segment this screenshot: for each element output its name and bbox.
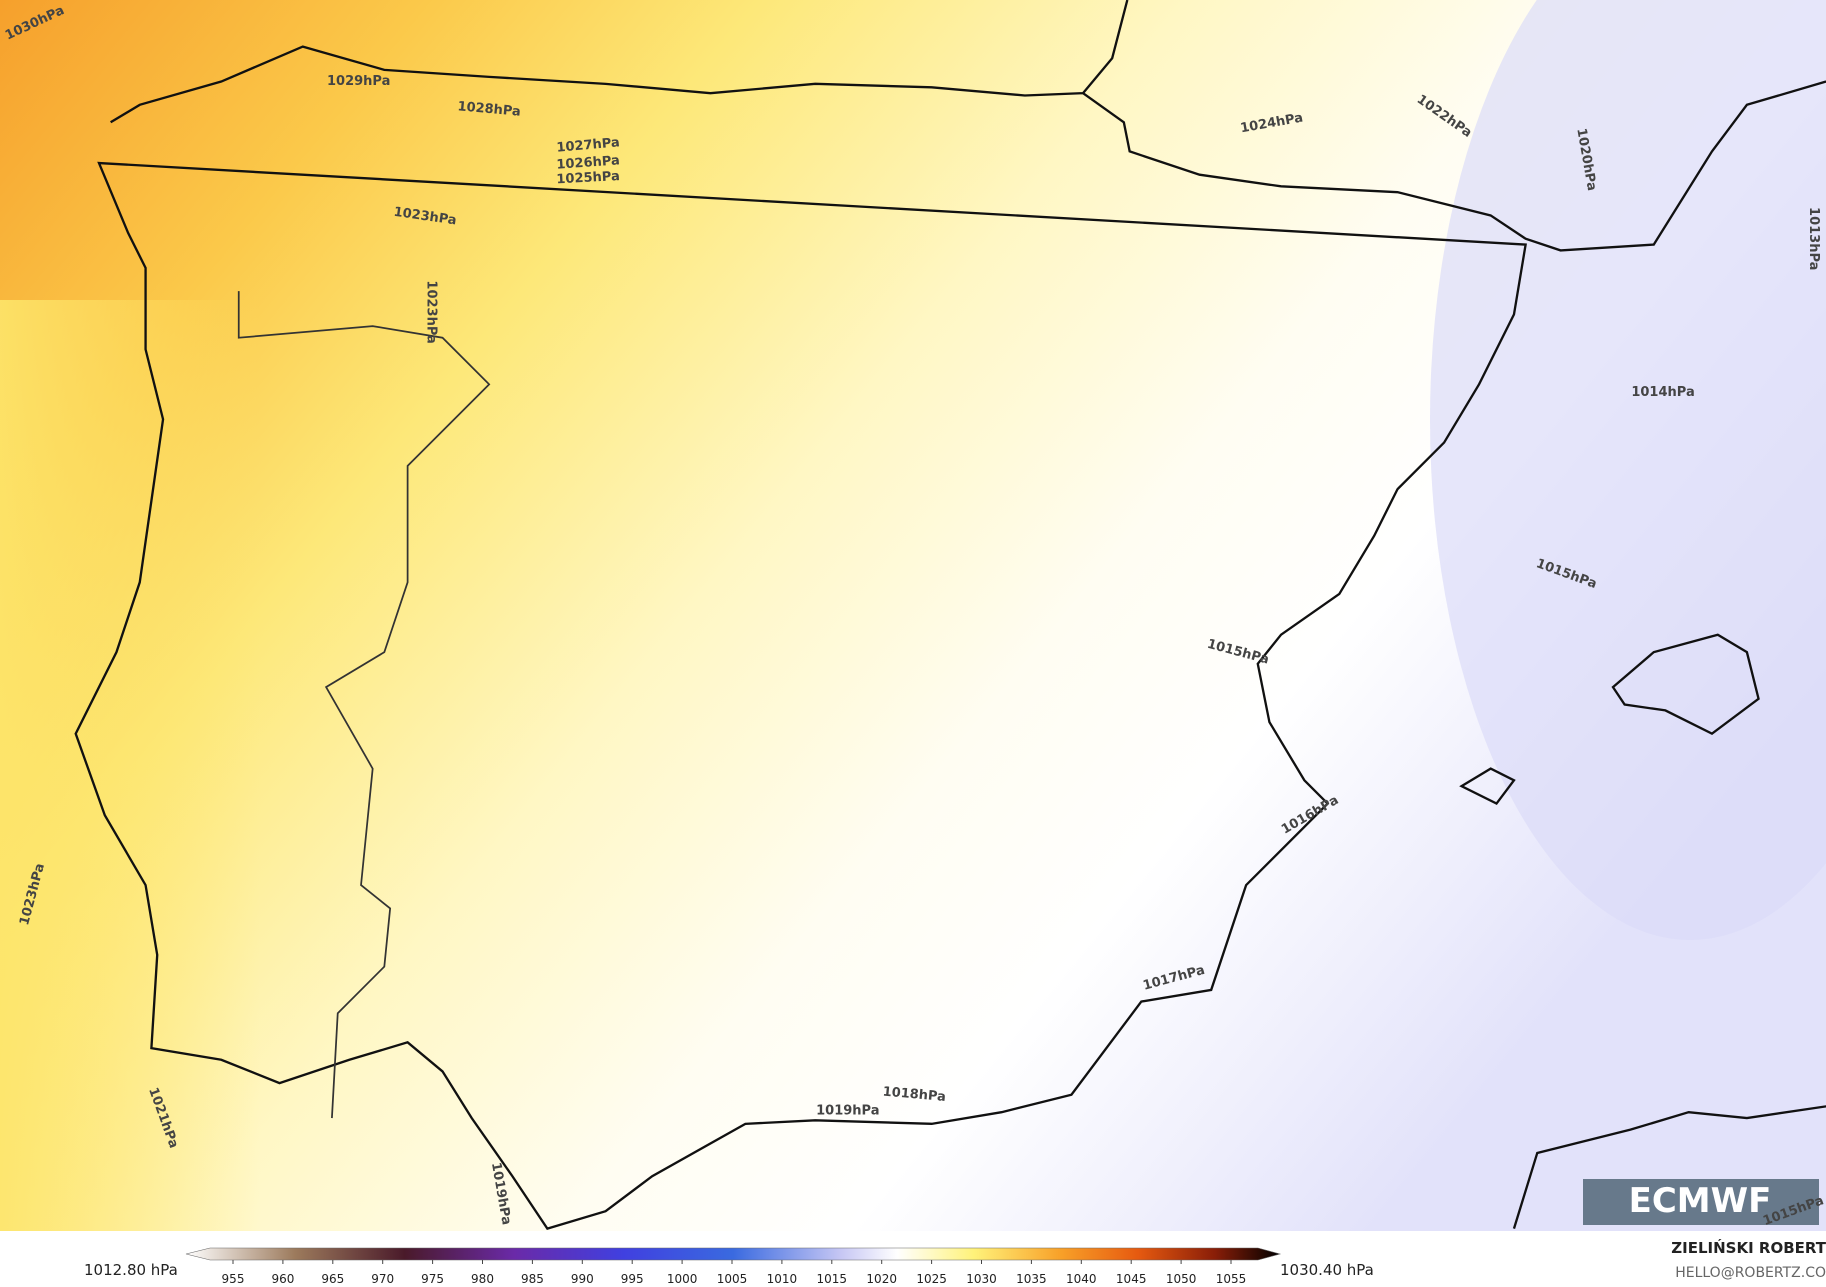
colorbar xyxy=(185,1247,1282,1261)
isobar-label: 1013hPa xyxy=(1806,207,1821,270)
colorbar-min: 1012.80 hPa xyxy=(84,1261,178,1279)
isobar-label: 1029hPa xyxy=(327,74,390,89)
colorbar-tick-label: 1035 xyxy=(1016,1272,1047,1286)
isobar-label: 1027hPa xyxy=(556,135,620,155)
colorbar-tick-label: 955 xyxy=(222,1272,245,1286)
colorbar-tick-label: 1040 xyxy=(1066,1272,1097,1286)
colorbar-tick-label: 980 xyxy=(471,1272,494,1286)
isobar-label: 1026hPa xyxy=(556,153,620,172)
logo: ECMWF xyxy=(1629,1181,1772,1221)
isobar-label: 1025hPa xyxy=(556,169,620,187)
credit-author: ZIELIŃSKI ROBERT xyxy=(1671,1238,1826,1257)
ibiza-coast xyxy=(1459,767,1516,806)
colorbar-tick-label: 1015 xyxy=(817,1272,848,1286)
colorbar-tick-label: 990 xyxy=(571,1272,594,1286)
colorbar-tick-label: 1020 xyxy=(866,1272,897,1286)
colorbar-tick-label: 1045 xyxy=(1116,1272,1147,1286)
colorbar-tick-label: 995 xyxy=(621,1272,644,1286)
colorbar-tick-label: 970 xyxy=(371,1272,394,1286)
iberia-coast xyxy=(74,0,1826,1231)
isobar-label: 1023hPa xyxy=(423,280,438,343)
colorbar-tick-label: 1000 xyxy=(667,1272,698,1286)
logo-box xyxy=(1583,1179,1819,1225)
colorbar-tick-label: 1005 xyxy=(717,1272,748,1286)
colorbar-tick-label: 1055 xyxy=(1216,1272,1247,1286)
colorbar-max: 1030.40 hPa xyxy=(1280,1261,1374,1279)
colorbar-tick-label: 985 xyxy=(521,1272,544,1286)
colorbar-tick-label: 1030 xyxy=(966,1272,997,1286)
colorbar-tick-label: 1025 xyxy=(916,1272,947,1286)
isobar-label: 1028hPa xyxy=(457,99,521,119)
isobar-label: 1018hPa xyxy=(882,1084,946,1104)
coastlines xyxy=(74,0,1826,1231)
colorbar-tick-label: 975 xyxy=(421,1272,444,1286)
isobar-label: 1014hPa xyxy=(1631,385,1694,400)
borders xyxy=(237,291,491,1119)
mallorca-coast xyxy=(1611,633,1760,736)
colorbar-tick-label: 1010 xyxy=(767,1272,798,1286)
africa-coast xyxy=(1512,1105,1826,1229)
colorbar-tick-label: 965 xyxy=(321,1272,344,1286)
credit-contact: HELLO@ROBERTZ.CO xyxy=(1675,1265,1826,1281)
low-pressure-area xyxy=(1430,0,1826,940)
colorbar-tick-label: 1050 xyxy=(1166,1272,1197,1286)
pressure-field-west xyxy=(0,300,260,1231)
isobar-label: 1019hPa xyxy=(816,1104,879,1119)
colorbar-tick-label: 960 xyxy=(271,1272,294,1286)
